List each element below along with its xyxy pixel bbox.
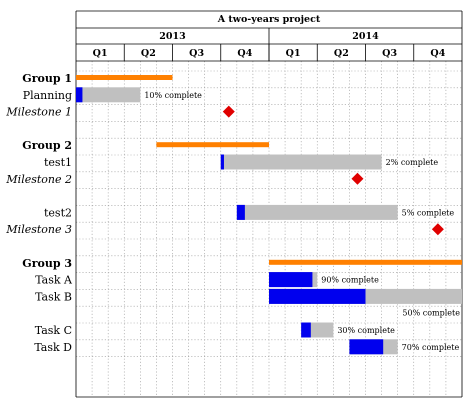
quarter-label: Q2 (334, 48, 349, 59)
milestone-marker (351, 172, 364, 185)
chart-title: A two-years project (217, 14, 321, 25)
group-bar (269, 259, 462, 265)
row-label-task: Task A (35, 274, 73, 287)
task-bar-progress (220, 154, 224, 170)
row-label-group: Group 2 (22, 139, 72, 152)
year-label: 2014 (352, 31, 379, 42)
row-label-group: Group 3 (22, 257, 72, 270)
year-label: 2013 (159, 31, 185, 42)
row-label-task: test1 (44, 156, 72, 169)
row-label-milestone: Milestone 3 (5, 223, 72, 236)
progress-label: 10% complete (144, 91, 202, 100)
row-label-milestone: Milestone 1 (5, 106, 72, 119)
task-bar-progress (236, 204, 245, 220)
task-bar-progress (269, 272, 313, 288)
quarter-label: Q1 (286, 48, 301, 59)
chart-bars: 10% complete 2% complete 5% complete 90% co… (76, 75, 462, 355)
progress-label: 70% complete (402, 343, 460, 352)
row-label-task: Task C (35, 324, 72, 337)
quarter-label: Q2 (141, 48, 156, 59)
group-bar (156, 142, 269, 148)
row-label-task: Planning (23, 89, 72, 102)
progress-label: 5% complete (402, 208, 455, 217)
row-label-task: Task D (34, 341, 72, 354)
quarter-label: Q4 (237, 48, 252, 59)
progress-label: 2% complete (386, 158, 439, 167)
task-bar-progress (76, 87, 83, 103)
quarter-label: Q3 (382, 48, 397, 59)
row-label-task: Task B (35, 290, 72, 303)
group-bar (76, 75, 173, 80)
task-bar-progress (269, 288, 366, 304)
progress-label: 50% complete (402, 308, 460, 317)
task-bar-remaining (76, 87, 141, 103)
milestone-marker (431, 223, 444, 236)
task-bar-remaining (220, 154, 382, 170)
milestone-marker (222, 105, 235, 118)
task-bar-progress (301, 322, 311, 338)
quarter-label: Q3 (189, 48, 204, 59)
row-label-group: Group 1 (22, 72, 72, 85)
row-label-milestone: Milestone 2 (5, 173, 72, 186)
task-bar-progress (349, 339, 384, 355)
quarter-label: Q4 (430, 48, 445, 59)
row-label-task: test2 (44, 206, 72, 219)
chart-header: A two-years project 2013 2014 Q1 Q2 Q3 Q4 Q1 Q2… (75, 10, 463, 398)
row-labels: Group 1 Planning Milestone 1 Group 2 test1 Mi… (5, 72, 73, 354)
progress-label: 30% complete (337, 326, 395, 335)
quarter-label: Q1 (93, 48, 108, 59)
task-bar-remaining (236, 204, 398, 220)
progress-label: 90% complete (321, 276, 379, 285)
